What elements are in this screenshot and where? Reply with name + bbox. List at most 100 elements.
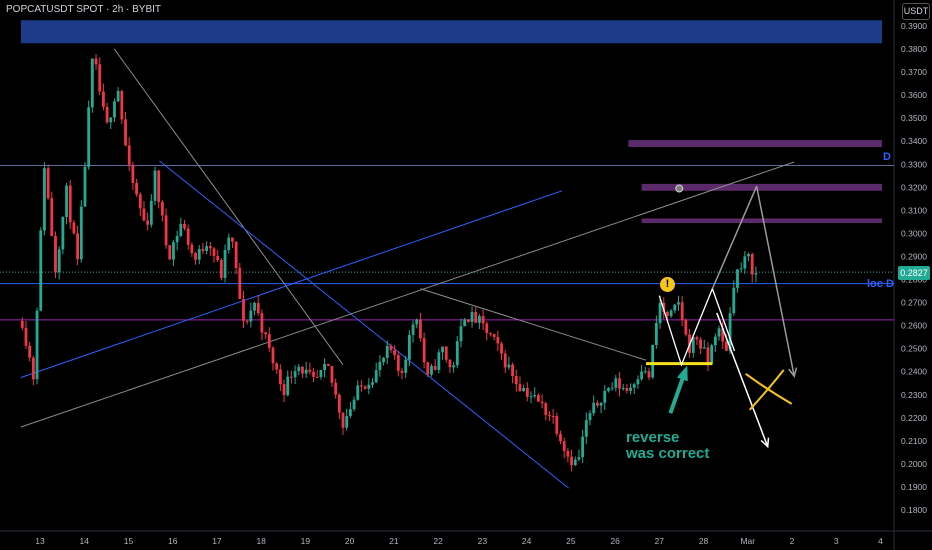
candle-body xyxy=(315,376,319,378)
candle-body xyxy=(334,382,338,395)
candle-body xyxy=(216,255,220,261)
candle-body xyxy=(345,416,349,428)
candle-body xyxy=(636,379,640,385)
candle-body xyxy=(231,237,234,242)
candle-body xyxy=(584,420,588,437)
projection-gray-shaft xyxy=(755,186,795,377)
candle-body xyxy=(525,387,529,397)
candle-body xyxy=(271,347,275,364)
level-label-loc-d: loc D xyxy=(867,278,894,290)
projection-gray-rise xyxy=(711,185,758,290)
y-tick-label: 0.2700 xyxy=(901,298,927,308)
candle-body xyxy=(278,369,282,385)
x-tick-label: 3 xyxy=(834,536,839,546)
trend-line-4 xyxy=(420,288,647,361)
candle-body xyxy=(153,170,157,201)
projection-white-head xyxy=(760,437,770,449)
candle-body xyxy=(179,223,183,236)
candle-body xyxy=(710,345,714,364)
candle-body xyxy=(459,326,463,342)
y-tick-label: 0.2600 xyxy=(901,321,927,331)
candle-body xyxy=(337,394,341,413)
candle-body xyxy=(548,415,551,417)
x-tick-label: 25 xyxy=(566,536,576,546)
projection-gray-head xyxy=(788,367,798,379)
candle-body xyxy=(629,387,632,391)
candle-body xyxy=(146,220,150,225)
candle-body xyxy=(24,327,28,346)
projection-white-shaft xyxy=(716,312,769,447)
x-tick-label: 22 xyxy=(433,536,443,546)
candle-body xyxy=(673,304,677,311)
candle-body xyxy=(595,402,599,406)
candle-body xyxy=(301,366,304,374)
candle-body xyxy=(138,194,142,209)
reverse-annotation: reverse was correct xyxy=(626,430,709,462)
candle-body xyxy=(61,216,65,250)
candle-body xyxy=(577,457,581,460)
candle-body xyxy=(267,334,271,348)
candle-body xyxy=(245,320,249,322)
candle-body xyxy=(754,273,758,275)
candle-body xyxy=(308,369,312,372)
candle-body xyxy=(496,336,500,344)
y-tick-label: 0.3100 xyxy=(901,205,927,215)
x-tick-label: 21 xyxy=(389,536,399,546)
candle-body xyxy=(253,302,256,311)
alert-icon[interactable]: ! xyxy=(660,277,675,292)
candle-body xyxy=(168,245,172,260)
candle-body xyxy=(90,58,94,108)
trend-line-0 xyxy=(113,48,344,366)
candle-body xyxy=(20,321,24,328)
candle-body xyxy=(175,235,179,243)
candle-body xyxy=(466,319,470,322)
candle-body xyxy=(234,241,238,268)
x-tick-label: 20 xyxy=(345,536,355,546)
y-tick-label: 0.2900 xyxy=(901,251,927,261)
candle-body xyxy=(444,346,448,360)
candle-body xyxy=(227,237,231,250)
y-tick-label: 0.2000 xyxy=(901,459,927,469)
candle-body xyxy=(290,376,293,378)
candle-body xyxy=(393,350,397,356)
candle-body xyxy=(643,371,647,373)
candle-body xyxy=(551,415,555,417)
candle-body xyxy=(573,459,577,466)
candle-body xyxy=(396,355,400,371)
candle-body xyxy=(721,328,725,342)
candle-body xyxy=(105,106,109,123)
y-tick-label: 0.3000 xyxy=(901,228,927,238)
candle-body xyxy=(426,362,430,375)
candle-body xyxy=(142,208,146,221)
candle-body xyxy=(725,341,728,351)
candle-body xyxy=(219,260,223,278)
candle-body xyxy=(747,254,750,257)
candle-body xyxy=(385,345,389,358)
reverse-line-2: was correct xyxy=(626,445,710,462)
green-arrow-head xyxy=(676,365,688,382)
candle-body xyxy=(654,323,658,346)
candle-body xyxy=(514,376,518,385)
candle-body xyxy=(186,228,190,245)
candle-body xyxy=(238,267,242,299)
candle-body xyxy=(632,384,636,388)
trend-line-2 xyxy=(20,190,563,378)
candle-body xyxy=(116,91,120,102)
y-tick-label: 0.3200 xyxy=(901,182,927,192)
candle-body xyxy=(437,352,441,370)
candle-body xyxy=(500,343,503,354)
candle-body xyxy=(448,359,452,368)
y-tick-label: 0.3500 xyxy=(901,113,927,123)
candle-body xyxy=(750,254,754,275)
currency-button[interactable]: USDT xyxy=(902,3,930,20)
x-tick-label: 13 xyxy=(35,536,45,546)
candle-body xyxy=(183,223,186,229)
candle-body xyxy=(194,252,197,260)
candle-body xyxy=(35,310,39,380)
candle-body xyxy=(197,249,201,260)
x-tick-label: 26 xyxy=(610,536,620,546)
candle-body xyxy=(54,236,57,273)
trend-line-1 xyxy=(159,160,569,489)
